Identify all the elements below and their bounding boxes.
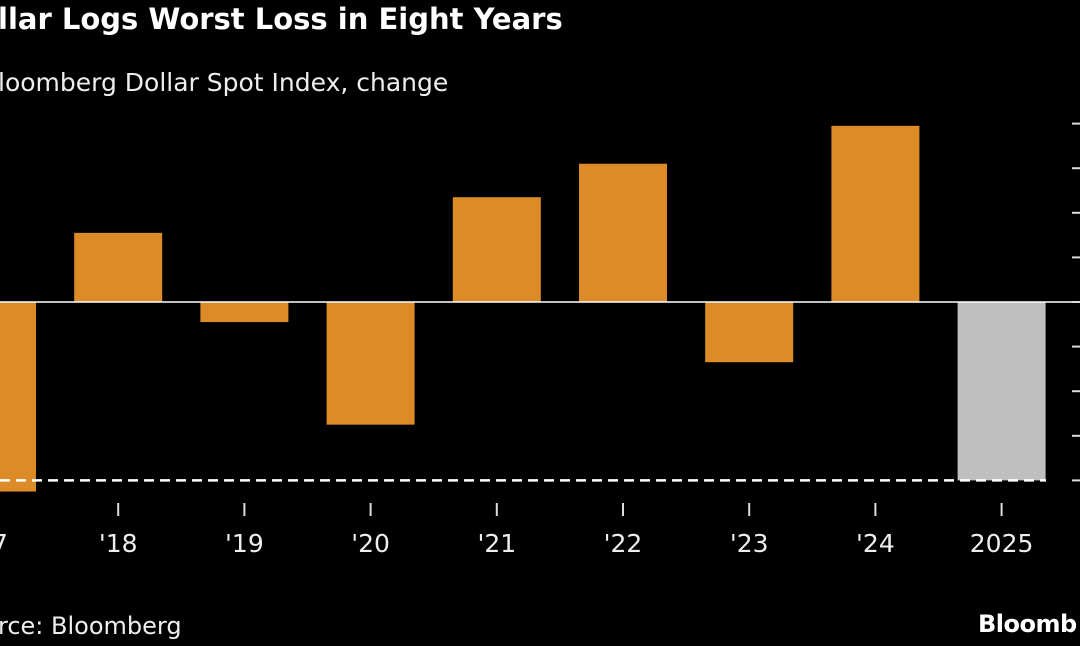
- bloomberg-logo: Bloomb: [978, 610, 1077, 638]
- bar-22: [579, 163, 667, 302]
- x-tick-label: 2025: [970, 529, 1034, 558]
- bar-24: [831, 125, 920, 302]
- x-tick-label: '20: [351, 529, 390, 558]
- bar-21: [452, 197, 541, 302]
- bar-18: [74, 232, 163, 302]
- x-tick-label: '23: [730, 529, 769, 558]
- source-note: rce: Bloomberg: [0, 612, 182, 640]
- x-tick-label: '22: [604, 529, 643, 558]
- bar-19: [200, 302, 289, 323]
- x-tick-label: '24: [856, 529, 895, 558]
- x-tick-label: '19: [225, 529, 264, 558]
- bar-17: [0, 302, 36, 492]
- chart-subtitle: loomberg Dollar Spot Index, change: [0, 68, 449, 97]
- bar-20: [326, 302, 415, 425]
- x-tick-label: '21: [477, 529, 516, 558]
- bar-2025: [957, 302, 1046, 481]
- bar-23: [705, 302, 794, 363]
- x-tick-label: '18: [99, 529, 138, 558]
- x-tick-label: 17: [0, 529, 8, 558]
- chart-title: llar Logs Worst Loss in Eight Years: [0, 2, 563, 36]
